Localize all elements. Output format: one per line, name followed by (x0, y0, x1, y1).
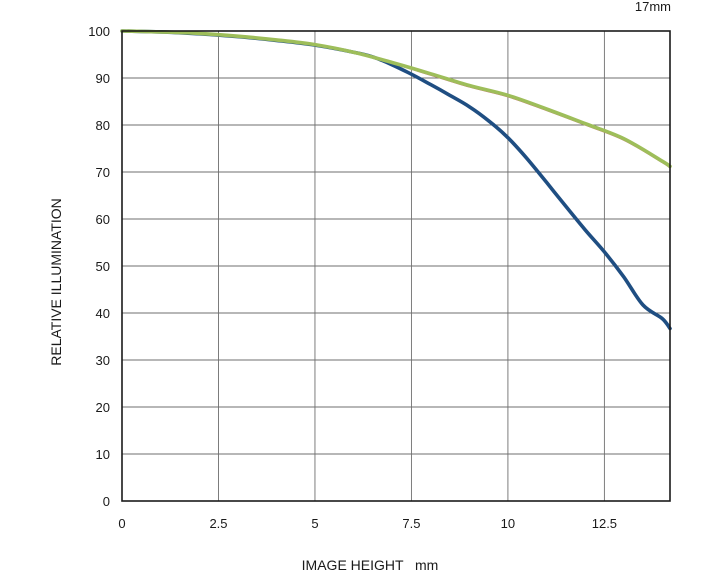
x-axis-title: IMAGE HEIGHT mm (302, 557, 439, 570)
y-tick-labels: 0 10 20 30 40 50 60 70 80 90 100 (88, 24, 110, 509)
x-tick-label-4: 10 (501, 516, 515, 531)
y-tick-label-9: 90 (96, 71, 110, 86)
y-tick-label-3: 30 (96, 353, 110, 368)
focal-length-label: 17mm (635, 0, 671, 14)
y-axis-title: RELATIVE ILLUMINATION (48, 198, 64, 366)
series-line-0 (120, 29, 672, 331)
series-lines (120, 29, 672, 331)
y-tick-label-0: 0 (103, 494, 110, 509)
y-tick-label-7: 70 (96, 165, 110, 180)
x-tick-labels: 0 2.5 5 7.5 10 12.5 (118, 516, 617, 531)
x-tick-label-0: 0 (118, 516, 125, 531)
x-tick-label-2: 5 (311, 516, 318, 531)
grid (121, 30, 670, 502)
y-tick-label-1: 10 (96, 447, 110, 462)
y-tick-label-10: 100 (88, 24, 110, 39)
y-tick-label-2: 20 (96, 400, 110, 415)
series-line-1 (120, 29, 672, 169)
series-line-2 (120, 29, 672, 169)
plot-frame (121, 30, 671, 502)
y-tick-label-8: 80 (96, 118, 110, 133)
x-tick-label-3: 7.5 (402, 516, 420, 531)
y-tick-label-5: 50 (96, 259, 110, 274)
x-tick-label-1: 2.5 (209, 516, 227, 531)
y-tick-label-6: 60 (96, 212, 110, 227)
x-tick-label-5: 12.5 (592, 516, 617, 531)
y-tick-label-4: 40 (96, 306, 110, 321)
